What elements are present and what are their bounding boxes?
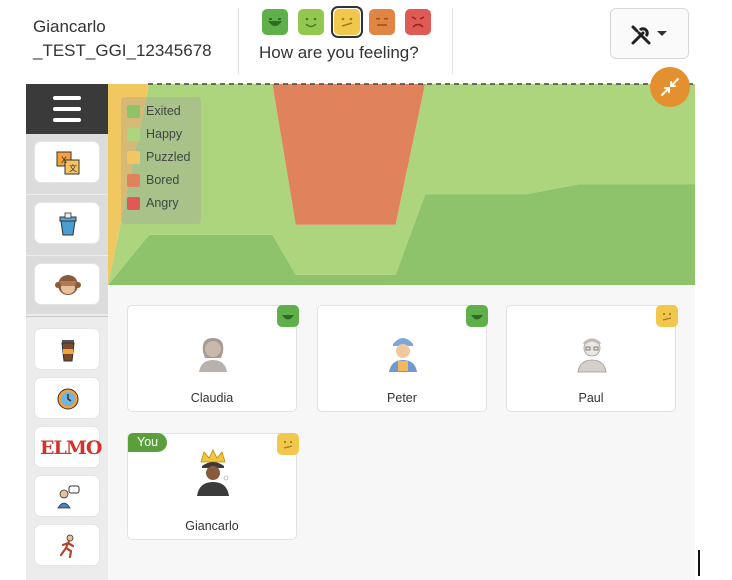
excited-face-icon [471,315,483,320]
svg-text:X: X [61,155,67,165]
translate-icon: X 文 [56,151,80,175]
collapse-chart-button[interactable] [650,67,690,107]
member-card-peter[interactable]: Peter [317,305,488,412]
sidebar-tile: X 文 [26,134,108,194]
coffee-cup-icon [61,340,75,362]
you-badge: You [128,433,168,452]
mood-badge-puzzled [656,305,678,327]
legend-label: Angry [146,196,179,210]
monkey-icon [55,275,81,295]
puzzled-face-icon [334,9,360,35]
mood-puzzled-button[interactable] [331,6,363,38]
sidebar-item-clock[interactable] [34,377,100,419]
sidebar-item-bin[interactable] [34,202,100,244]
tools-icon [631,25,651,45]
member-card-giancarlo[interactable]: You Giancarlo [127,433,299,540]
legend-swatch [127,151,140,164]
header-divider [452,8,453,74]
happy-face-icon [298,9,324,35]
user-name: Giancarlo _TEST_GGI_12345678 [33,15,233,63]
svg-text:文: 文 [69,163,77,173]
mood-happy-button[interactable] [298,9,324,35]
mood-bored-button[interactable] [369,9,395,35]
member-name: Paul [578,391,604,405]
puzzled-face-icon [662,312,672,321]
avatar-crowned [197,449,229,496]
sidebar-tile [26,195,108,255]
legend-swatch [127,105,140,118]
sidebar-item-runner[interactable] [34,524,100,566]
legend-label: Bored [146,173,180,187]
mood-question: How are you feeling? [259,43,419,62]
sidebar-divider [26,316,108,317]
excited-face-icon [262,9,288,35]
legend-label: Happy [146,127,183,141]
avatar [199,338,227,372]
mood-badge-puzzled [277,433,299,455]
chart-top-border [148,83,695,85]
mood-excited-button[interactable] [262,9,288,35]
clock-icon [57,388,79,410]
elmo-logo: ELMO [40,437,102,459]
area-series-bored [108,84,578,225]
sidebar-item-elmo[interactable]: ELMO [34,426,102,468]
sidebar-item-monkey[interactable] [34,263,100,305]
user-name-first: Giancarlo [33,17,106,36]
area-series-happy [108,84,695,285]
member-card-paul[interactable]: Paul [506,305,678,412]
running-person-icon [59,534,75,559]
tools-dropdown-button[interactable] [610,8,689,59]
angry-face-icon [405,9,431,35]
mood-badge-excited [277,305,299,327]
legend-swatch [127,197,140,210]
chart-legend: Exited Happy Puzzled Bored Angry [121,97,201,224]
sidebar: X 文 [26,84,108,580]
sidebar-item-translate[interactable]: X 文 [34,141,100,183]
person-chat-icon [57,485,80,509]
sidebar-tile [26,256,108,314]
team-members-area: Claudia Peter [108,285,695,580]
excited-face-icon [282,315,294,320]
area-series-exited [108,184,695,285]
member-name: Claudia [190,391,234,405]
member-name: Giancarlo [185,519,239,533]
member-card-claudia[interactable]: Claudia [127,305,299,412]
top-header: Giancarlo _TEST_GGI_12345678 [0,0,700,82]
avatar [577,338,607,373]
mood-badge-excited [466,305,488,327]
bored-face-icon [369,9,395,35]
legend-label: Puzzled [146,150,191,164]
legend-label: Exited [146,104,181,118]
sidebar-item-chat[interactable] [34,475,100,517]
bin-icon [59,212,77,236]
sidebar-item-coffee[interactable] [34,328,100,370]
collapse-arrows-icon [661,78,679,96]
puzzled-face-icon [283,440,293,449]
header-divider [238,8,239,74]
user-name-id: _TEST_GGI_12345678 [33,41,212,60]
chevron-down-icon [657,31,667,36]
mood-angry-button[interactable] [405,9,431,35]
member-name: Peter [387,391,417,405]
avatar [389,338,417,372]
hamburger-menu-button[interactable] [26,84,108,134]
legend-swatch [127,128,140,141]
mood-area-chart [108,84,695,285]
text-cursor [698,550,700,576]
legend-swatch [127,174,140,187]
